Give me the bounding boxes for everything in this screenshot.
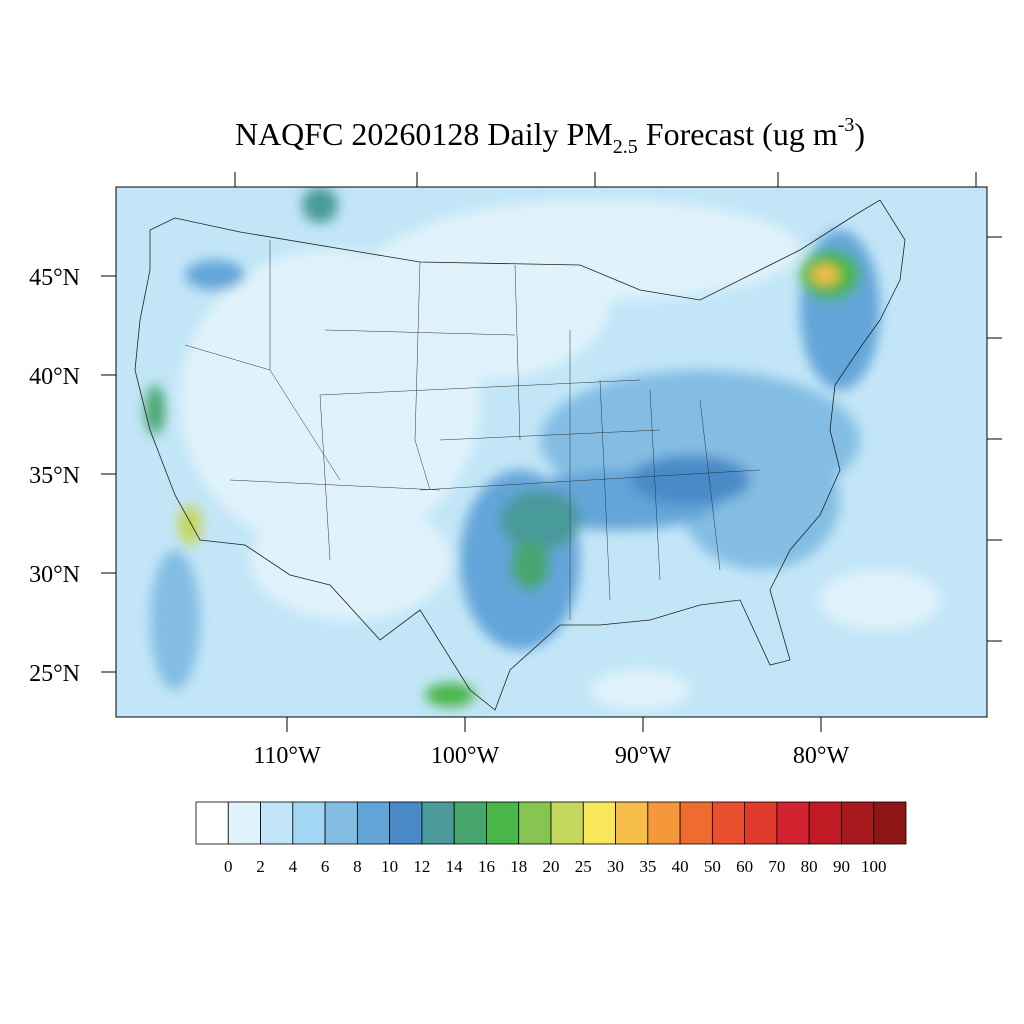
colorbar-label: 100 bbox=[861, 857, 887, 876]
colorbar-box bbox=[873, 801, 907, 845]
axes: 45°N 40°N 35°N 30°N 25°N 110°W 100°W 90°W 80°W bbox=[29, 265, 849, 769]
colorbar-box bbox=[679, 801, 713, 845]
colorbar-box bbox=[711, 801, 746, 845]
lat-label: 30°N bbox=[29, 562, 80, 588]
colorbar: 0 2 4 6 8 10 12 14 16 18 20 25 30 35 40 50 60 70 80 90 100 bbox=[195, 801, 907, 876]
title: NAQFC 20260128 Daily PM2.5 Forecast (ug … bbox=[235, 114, 865, 158]
colorbar-label: 16 bbox=[478, 857, 495, 876]
lon-label: 100°W bbox=[431, 743, 500, 769]
colorbar-label: 18 bbox=[510, 857, 527, 876]
title-main: NAQFC 20260128 Daily PM bbox=[235, 116, 613, 152]
colorbar-box bbox=[486, 801, 520, 845]
colorbar-label: 35 bbox=[639, 857, 656, 876]
lat-label: 40°N bbox=[29, 364, 80, 390]
colorbar-label: 6 bbox=[321, 857, 330, 876]
colorbar-box bbox=[421, 801, 455, 845]
colorbar-label: 20 bbox=[543, 857, 560, 876]
colorbar-label: 50 bbox=[704, 857, 721, 876]
colorbar-label: 60 bbox=[736, 857, 753, 876]
map-frame bbox=[115, 186, 988, 718]
colorbar-label: 10 bbox=[381, 857, 398, 876]
colorbar-box bbox=[292, 801, 326, 845]
colorbar-label: 40 bbox=[672, 857, 689, 876]
colorbar-box bbox=[227, 801, 261, 845]
lat-label: 45°N bbox=[29, 265, 80, 291]
colorbar-label: 4 bbox=[289, 857, 298, 876]
map-field bbox=[116, 187, 987, 717]
frame-ticks bbox=[234, 172, 1002, 642]
colorbar-box bbox=[550, 801, 584, 845]
colorbar-label: 30 bbox=[607, 857, 624, 876]
lon-label: 110°W bbox=[253, 743, 321, 769]
title-superscript: -3 bbox=[838, 114, 855, 136]
lon-label: 90°W bbox=[615, 743, 672, 769]
colorbar-box bbox=[615, 801, 649, 845]
colorbar-label: 14 bbox=[446, 857, 464, 876]
colorbar-label: 25 bbox=[575, 857, 592, 876]
colorbar-box bbox=[808, 801, 842, 845]
colorbar-box bbox=[389, 801, 423, 845]
colorbar-box bbox=[518, 801, 552, 845]
colorbar-box bbox=[453, 801, 487, 845]
colorbar-label: 70 bbox=[768, 857, 785, 876]
colorbar-box bbox=[324, 801, 358, 845]
colorbar-box bbox=[356, 801, 391, 845]
lat-label: 25°N bbox=[29, 661, 80, 687]
colorbar-box bbox=[582, 801, 616, 845]
colorbar-box bbox=[195, 801, 229, 845]
colorbar-label: 80 bbox=[801, 857, 818, 876]
colorbar-label: 90 bbox=[833, 857, 850, 876]
title-end: ) bbox=[854, 116, 865, 152]
lat-label: 35°N bbox=[29, 463, 80, 489]
colorbar-label: 0 bbox=[224, 857, 233, 876]
colorbar-label: 8 bbox=[353, 857, 362, 876]
title-middle: Forecast (ug m bbox=[638, 116, 838, 152]
title-subscript: 2.5 bbox=[613, 136, 638, 158]
lon-label: 80°W bbox=[793, 743, 850, 769]
colorbar-label: 2 bbox=[256, 857, 265, 876]
colorbar-box bbox=[776, 801, 810, 845]
colorbar-box bbox=[841, 801, 875, 845]
colorbar-label: 12 bbox=[413, 857, 430, 876]
colorbar-box bbox=[647, 801, 681, 845]
colorbar-box bbox=[744, 801, 778, 845]
colorbar-box bbox=[260, 801, 294, 845]
